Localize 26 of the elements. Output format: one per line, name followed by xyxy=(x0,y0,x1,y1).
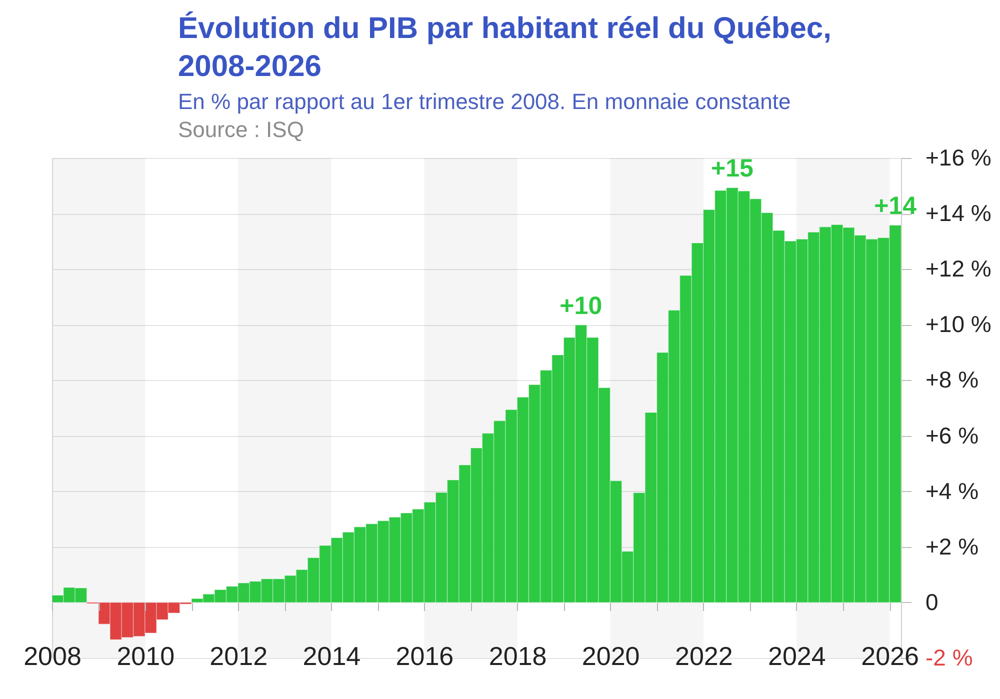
y-tick-label: +10 % xyxy=(926,311,992,338)
x-tick-label: 2012 xyxy=(210,640,268,671)
source-note: Source : ISQ xyxy=(178,117,304,142)
x-tick-label: 2014 xyxy=(302,640,361,671)
chart-subtitle: En % par rapport au 1er trimestre 2008. En monnaie constante xyxy=(178,89,791,114)
x-tick-label: 2022 xyxy=(675,640,733,671)
y-tick-label: +14 % xyxy=(926,200,992,226)
y-tick-label: +16 % xyxy=(926,144,992,170)
x-tick-label: 2008 xyxy=(24,640,82,671)
y-tick-label: -2 % xyxy=(926,644,973,670)
data-label: +14 xyxy=(874,192,917,220)
y-tick-label: +12 % xyxy=(926,256,992,282)
y-tick-label: 0 xyxy=(926,588,938,615)
x-tick-label: 2024 xyxy=(768,640,826,671)
chart-title: Évolution du PIB par habitant réel du Québec, 2008-2026 xyxy=(178,11,832,83)
x-tick-label: 2010 xyxy=(116,640,175,671)
y-tick-label: +6 % xyxy=(926,422,979,448)
x-tick-label: 2026 xyxy=(861,640,919,671)
x-tick-label: 2020 xyxy=(582,640,640,671)
x-tick-label: 2016 xyxy=(396,640,454,671)
data-label: +15 xyxy=(711,154,754,183)
y-tick-label: +2 % xyxy=(926,533,979,560)
y-tick-label: +8 % xyxy=(926,366,979,393)
data-label: +10 xyxy=(560,292,602,320)
y-tick-label: +4 % xyxy=(926,478,979,504)
x-tick-label: 2018 xyxy=(488,640,547,671)
